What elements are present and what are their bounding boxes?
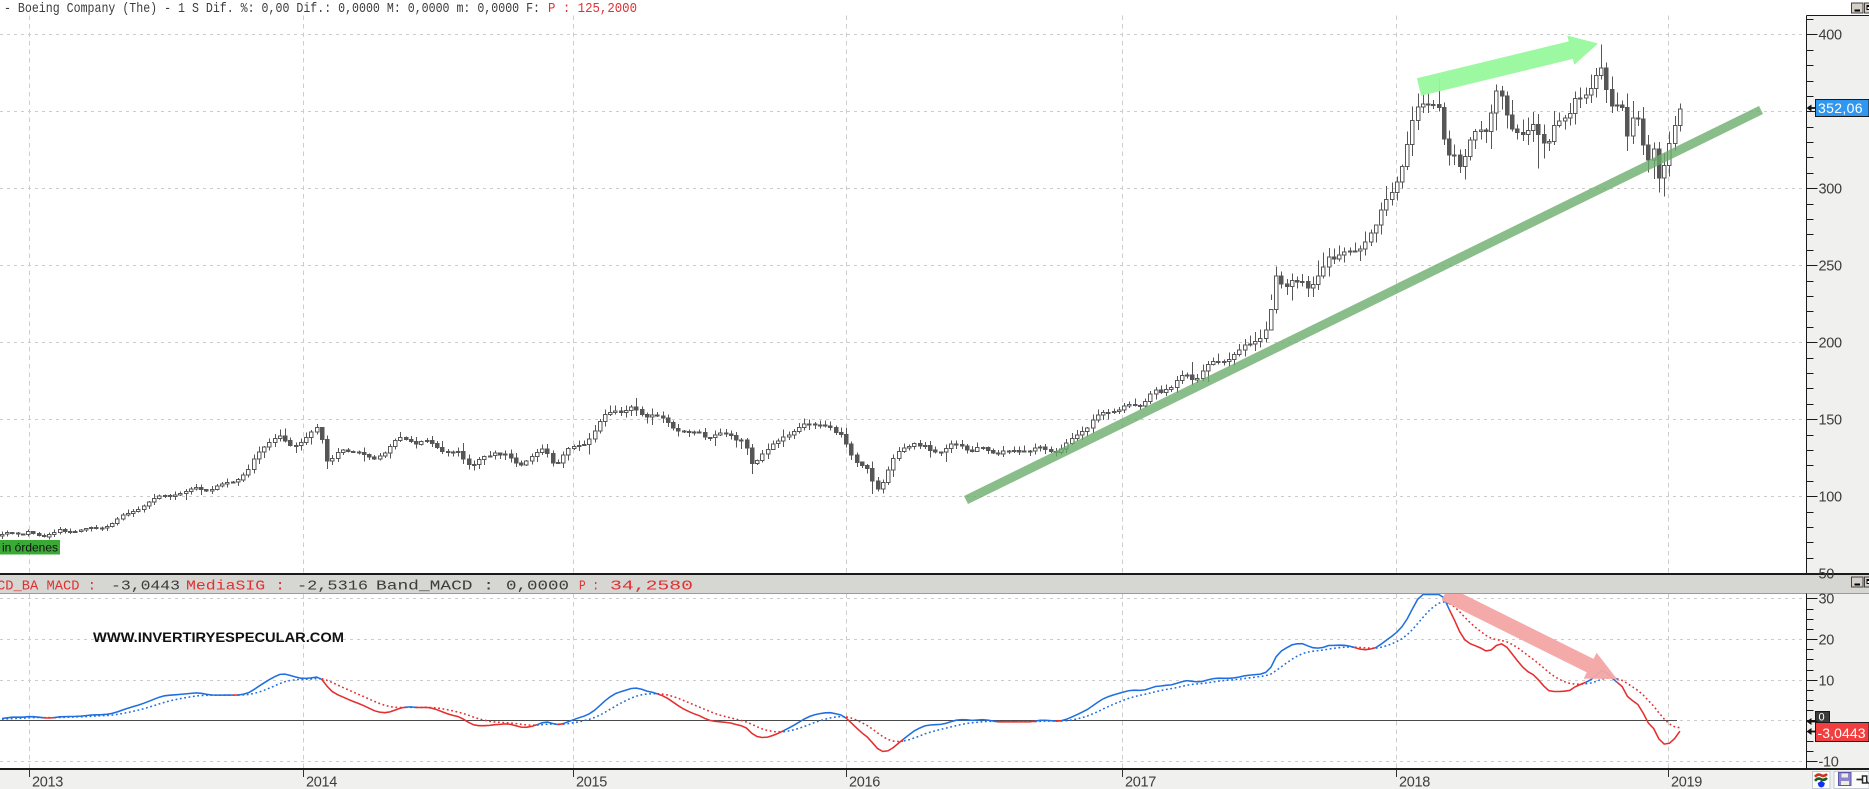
svg-text:200: 200 [1819,336,1843,352]
svg-text:-3,0443: -3,0443 [111,579,180,595]
svg-text:0,0000: 0,0000 [506,579,569,595]
svg-text:400: 400 [1819,28,1843,44]
svg-text:300: 300 [1819,182,1843,198]
svg-text:- Boeing Company (The) - 1 S: - Boeing Company (The) - 1 S Dif. %: 0,0… [4,1,540,17]
svg-text:P :: P : [579,579,599,595]
svg-text:100: 100 [1819,490,1843,506]
svg-text:Band_MACD :: Band_MACD : [376,579,494,595]
svg-text:30: 30 [1819,592,1835,608]
svg-text:2019: 2019 [1671,775,1702,789]
svg-text:250: 250 [1819,259,1843,275]
svg-text:-3,0443: -3,0443 [1818,725,1866,741]
svg-text:2015: 2015 [576,775,607,789]
svg-text:2016: 2016 [849,775,880,789]
svg-text:2014: 2014 [306,775,337,789]
svg-text:2013: 2013 [32,775,63,789]
svg-text:0: 0 [1819,712,1825,724]
svg-text:in órdenes: in órdenes [2,541,58,555]
svg-text:WWW.INVERTIRYESPECULAR.COM: WWW.INVERTIRYESPECULAR.COM [93,630,344,645]
svg-text:34,2580: 34,2580 [610,579,693,595]
svg-text:2017: 2017 [1125,775,1156,789]
svg-text:2018: 2018 [1399,775,1430,789]
svg-text:-10: -10 [1819,755,1839,771]
svg-text:50: 50 [1819,567,1835,583]
svg-text:10: 10 [1819,674,1835,690]
svg-text:CD_BA MACD :: CD_BA MACD : [0,579,96,595]
svg-text:P : 125,2000: P : 125,2000 [548,1,637,17]
svg-text:20: 20 [1819,633,1835,649]
svg-text:352,06: 352,06 [1818,100,1863,116]
svg-text:-2,5316: -2,5316 [297,579,368,595]
svg-text:150: 150 [1819,413,1843,429]
svg-text:MediaSIG :: MediaSIG : [186,579,285,595]
